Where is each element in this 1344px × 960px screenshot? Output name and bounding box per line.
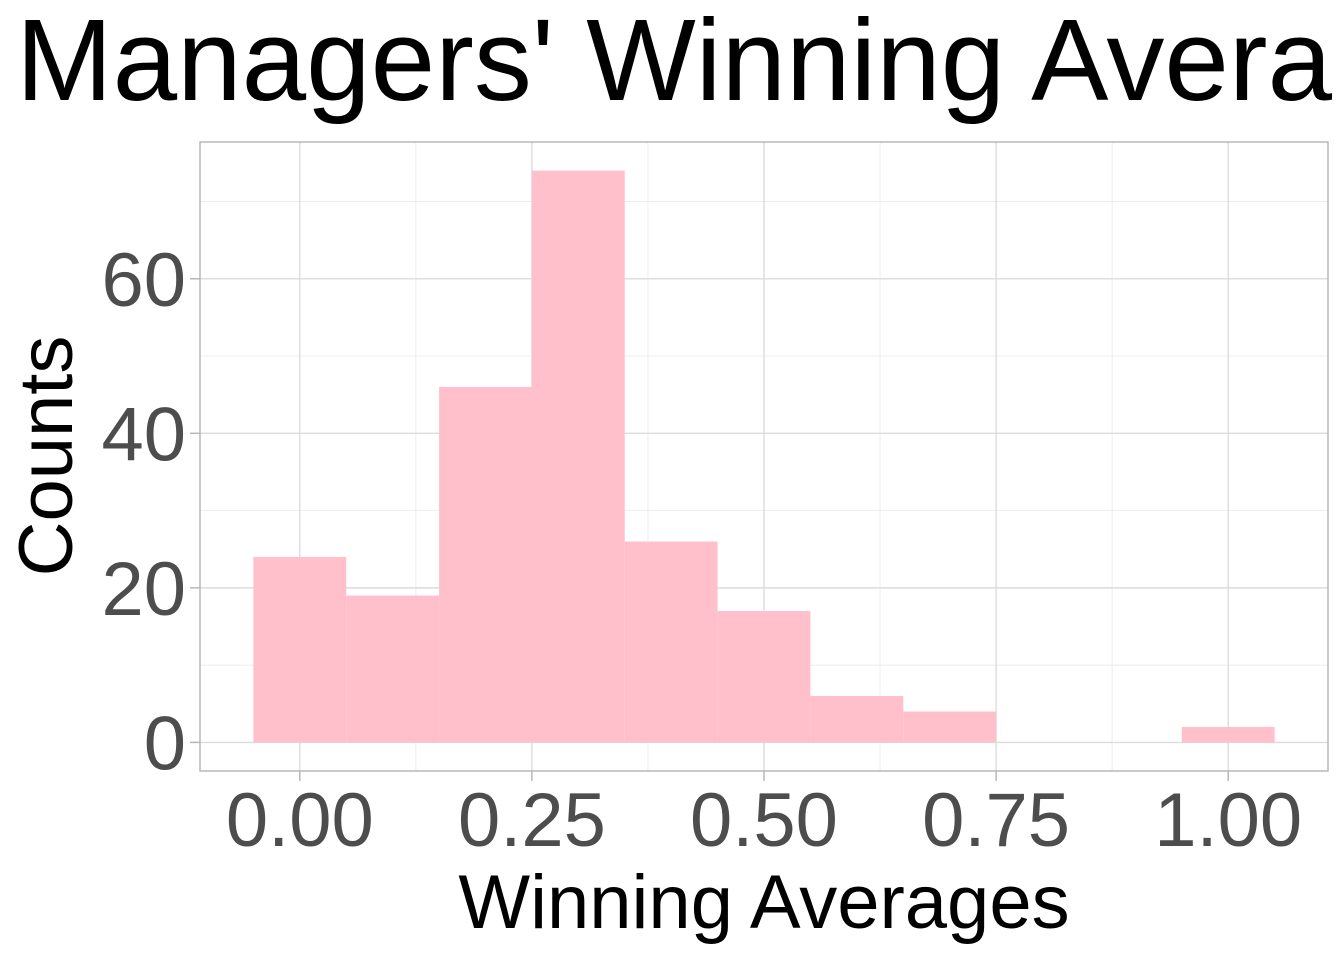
histogram-bar <box>439 386 532 743</box>
plot-area <box>199 141 1329 772</box>
x-axis-ticks: 0.00 0.25 0.50 0.75 1.00 <box>226 771 1302 863</box>
x-axis-title: Winning Averages <box>458 860 1069 945</box>
histogram-bar <box>531 170 625 743</box>
y-tick-label: 20 <box>101 547 186 632</box>
histogram-bar <box>903 711 997 743</box>
y-tick-label: 0 <box>144 701 186 786</box>
histogram-bar <box>253 556 347 743</box>
histogram-bar <box>346 595 440 743</box>
histogram-bar <box>717 611 811 743</box>
histogram-bars <box>253 170 1275 743</box>
chart-title: Managers' Winning Avera <box>16 0 1333 125</box>
histogram-bar <box>1181 726 1275 743</box>
y-axis-title: Counts <box>4 336 89 577</box>
histogram-bar <box>624 541 718 743</box>
y-tick-label: 40 <box>101 392 186 477</box>
x-tick-label: 0.50 <box>690 778 838 863</box>
y-axis-ticks: 0 20 40 60 <box>101 238 200 786</box>
x-tick-label: 0.75 <box>922 778 1070 863</box>
x-tick-label: 0.25 <box>458 778 606 863</box>
x-tick-label: 0.00 <box>226 778 374 863</box>
x-tick-label: 1.00 <box>1154 778 1302 863</box>
histogram-bar <box>810 696 904 743</box>
y-tick-label: 60 <box>101 238 186 323</box>
